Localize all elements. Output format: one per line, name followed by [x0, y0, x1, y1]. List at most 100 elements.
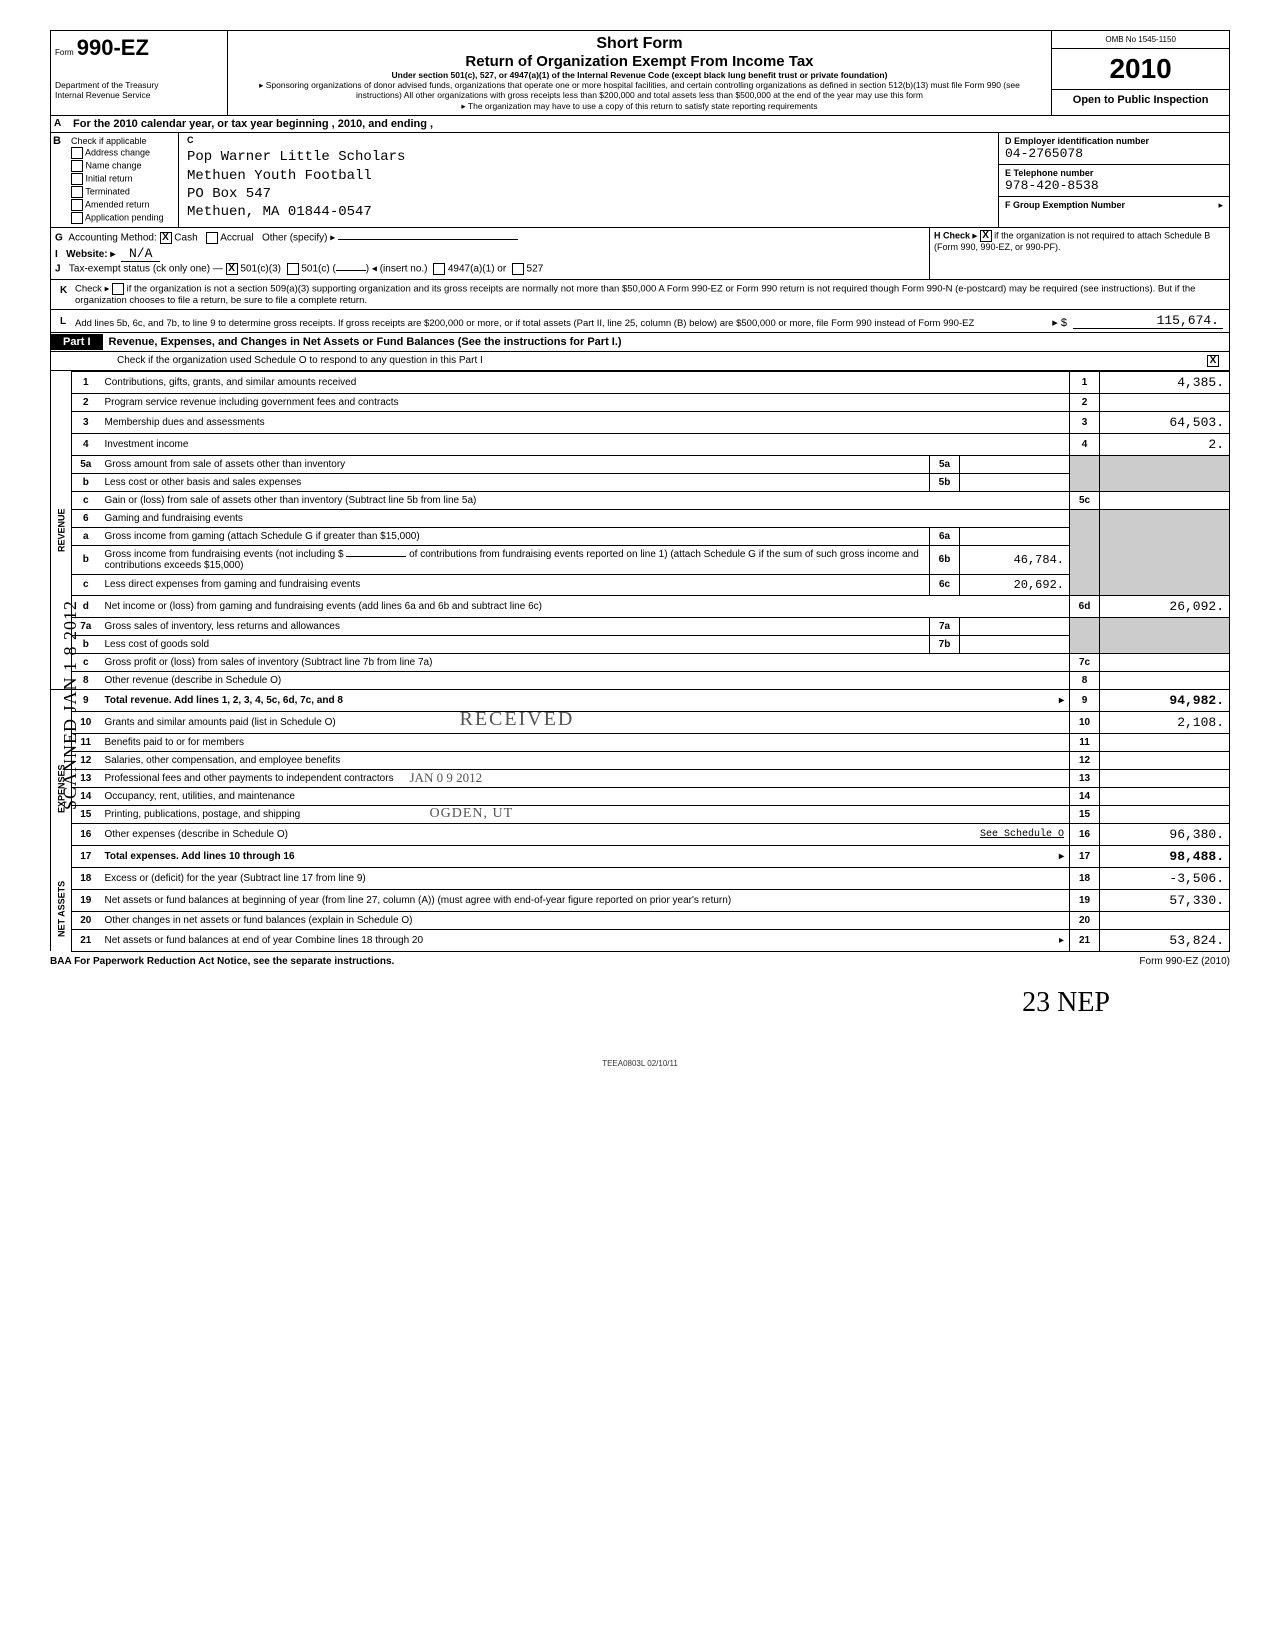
form-number: 990-EZ: [77, 35, 149, 60]
part1-check-row: Check if the organization used Schedule …: [50, 352, 1230, 371]
header-note2: ▸ The organization may have to use a cop…: [236, 101, 1044, 111]
line-13: 13Professional fees and other payments t…: [51, 769, 1230, 787]
website-value: N/A: [121, 246, 160, 262]
line-6a: aGross income from gaming (attach Schedu…: [51, 527, 1230, 545]
line-k-text: if the organization is not a section 509…: [75, 283, 1195, 305]
line-19: 19Net assets or fund balances at beginni…: [51, 889, 1230, 911]
header-center: Short Form Return of Organization Exempt…: [228, 31, 1053, 115]
part1-checkbox[interactable]: X: [1207, 355, 1219, 367]
open-inspection: Open to Public Inspection: [1052, 90, 1229, 110]
see-schedule-o: See Schedule O: [980, 829, 1064, 840]
line-k-letter: K: [57, 283, 75, 306]
org-name-2: Methuen Youth Football: [187, 167, 990, 185]
ein-value: 04-2765078: [1005, 146, 1083, 161]
phone-value: 978-420-8538: [1005, 178, 1099, 193]
line-f-label: F Group Exemption Number: [1005, 200, 1125, 210]
line-e-label: E Telephone number: [1005, 168, 1093, 178]
line-h-checkbox[interactable]: X: [980, 230, 992, 242]
cash-checkbox[interactable]: X: [160, 232, 172, 244]
footer-left: BAA For Paperwork Reduction Act Notice, …: [50, 956, 394, 967]
line-11: 11Benefits paid to or for members11: [51, 733, 1230, 751]
line-8: 8Other revenue (describe in Schedule O)8: [51, 671, 1230, 689]
return-title: Return of Organization Exempt From Incom…: [236, 53, 1044, 70]
part1-label: Part I: [51, 334, 103, 350]
tax-year: 2010: [1052, 49, 1229, 90]
dept-irs: Internal Revenue Service: [55, 90, 223, 100]
line-3: 3Membership dues and assessments364,503.: [51, 411, 1230, 433]
date-stamp: JAN 0 9 2012: [410, 770, 483, 786]
line-f-arrow: ▸: [1218, 200, 1223, 211]
ghij-left: G Accounting Method: X Cash Accrual Othe…: [51, 228, 929, 279]
501c-checkbox[interactable]: [287, 263, 299, 275]
line-16: 16Other expenses (describe in Schedule O…: [51, 823, 1230, 845]
check-applicable-label: Check if applicable: [71, 136, 176, 146]
expenses-side-label: EXPENSES: [51, 711, 72, 867]
line-1: REVENUE 1Contributions, gifts, grants, a…: [51, 371, 1230, 393]
line-k: K Check ▸ if the organization is not a s…: [50, 280, 1230, 310]
check-amended[interactable]: Amended return: [71, 199, 176, 211]
revenue-side-label: REVENUE: [51, 371, 72, 689]
line-10: EXPENSES 10 Grants and similar amounts p…: [51, 711, 1230, 733]
teea-code: TEEA0803L 02/10/11: [50, 1019, 1230, 1068]
line-6: 6Gaming and fundraising events: [51, 509, 1230, 527]
lines-g-h-i-j: G Accounting Method: X Cash Accrual Othe…: [50, 228, 1230, 280]
line-21: 21Net assets or fund balances at end of …: [51, 929, 1230, 951]
check-initial-return[interactable]: Initial return: [71, 173, 176, 185]
header-left: Form 990-EZ Department of the Treasury I…: [51, 31, 228, 115]
lines-table: REVENUE 1Contributions, gifts, grants, a…: [50, 371, 1230, 952]
line-a-text: For the 2010 calendar year, or tax year …: [69, 116, 1229, 132]
line-b-letter: B: [51, 133, 69, 227]
line-e: E Telephone number 978-420-8538: [999, 165, 1229, 197]
form-prefix: Form: [55, 48, 74, 57]
footer-right: Form 990-EZ (2010): [1139, 956, 1230, 967]
received-stamp: RECEIVED: [460, 708, 575, 731]
527-checkbox[interactable]: [512, 263, 524, 275]
line-7a: 7aGross sales of inventory, less returns…: [51, 617, 1230, 635]
line-g: G Accounting Method: X Cash Accrual Othe…: [55, 232, 925, 244]
line-f: F Group Exemption Number ▸: [999, 197, 1229, 213]
part1-header-row: Part I Revenue, Expenses, and Changes in…: [50, 333, 1230, 352]
line-j: J Tax-exempt status (ck only one) — X 50…: [55, 263, 925, 275]
line-k-checkbox[interactable]: [112, 283, 124, 295]
line-2: 2Program service revenue including gover…: [51, 393, 1230, 411]
line-6d: dNet income or (loss) from gaming and fu…: [51, 595, 1230, 617]
line-14: 14Occupancy, rent, utilities, and mainte…: [51, 787, 1230, 805]
line-7b: bLess cost of goods sold7b: [51, 635, 1230, 653]
dept-treasury: Department of the Treasury: [55, 80, 223, 90]
line-l-amount: 115,674.: [1073, 313, 1223, 329]
check-name-change[interactable]: Name change: [71, 160, 176, 172]
accrual-checkbox[interactable]: [206, 232, 218, 244]
form-page: SCANNED JAN 1 8 2012 Form 990-EZ Departm…: [50, 30, 1230, 1068]
check-terminated[interactable]: Terminated: [71, 186, 176, 198]
short-form-label: Short Form: [236, 35, 1044, 53]
check-address-change[interactable]: Address change: [71, 147, 176, 159]
org-name-address: C Pop Warner Little Scholars Methuen You…: [179, 133, 999, 227]
line-d: D Employer identification number 04-2765…: [999, 133, 1229, 165]
netassets-side-label: NET ASSETS: [51, 867, 72, 951]
line-5b: bLess cost or other basis and sales expe…: [51, 473, 1230, 491]
line-5a: 5aGross amount from sale of assets other…: [51, 455, 1230, 473]
form-header: Form 990-EZ Department of the Treasury I…: [50, 30, 1230, 116]
line-l-letter: L: [57, 314, 75, 329]
subtitle: Under section 501(c), 527, or 4947(a)(1)…: [236, 70, 1044, 80]
501c3-checkbox[interactable]: X: [226, 263, 238, 275]
line-6b: bGross income from fundraising events (n…: [51, 545, 1230, 574]
line-k-content: Check ▸ if the organization is not a sec…: [75, 283, 1223, 306]
line-17: 17Total expenses. Add lines 10 through 1…: [51, 845, 1230, 867]
check-app-pending[interactable]: Application pending: [71, 212, 176, 224]
org-name-1: Pop Warner Little Scholars: [187, 148, 990, 166]
4947-checkbox[interactable]: [433, 263, 445, 275]
line-l-arrow: ▸ $: [1046, 316, 1073, 329]
ogden-stamp: OGDEN, UT: [430, 806, 514, 822]
line-5c: cGain or (loss) from sale of assets othe…: [51, 491, 1230, 509]
right-id-block: D Employer identification number 04-2765…: [999, 133, 1229, 227]
name-address-block: B Check if applicable Address change Nam…: [50, 133, 1230, 228]
line-9: 9Total revenue. Add lines 1, 2, 3, 4, 5c…: [51, 689, 1230, 711]
line-4: 4Investment income42.: [51, 433, 1230, 455]
line-20: 20Other changes in net assets or fund ba…: [51, 911, 1230, 929]
footer: BAA For Paperwork Reduction Act Notice, …: [50, 952, 1230, 967]
line-12: 12Salaries, other compensation, and empl…: [51, 751, 1230, 769]
line-h: H Check ▸ X if the organization is not r…: [929, 228, 1229, 279]
line-d-label: D Employer identification number: [1005, 136, 1149, 146]
line-18: NET ASSETS 18Excess or (deficit) for the…: [51, 867, 1230, 889]
